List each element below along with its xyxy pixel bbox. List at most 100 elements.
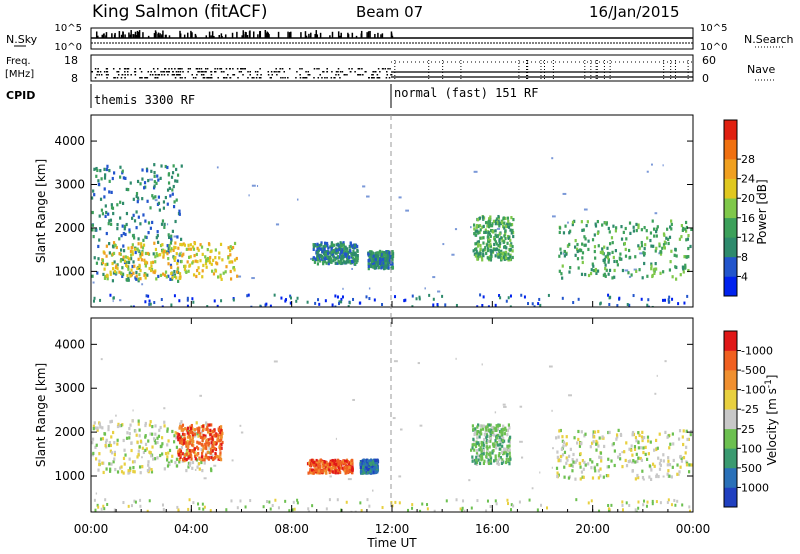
scatter-cell	[606, 246, 609, 250]
scatter-cell	[166, 188, 170, 192]
scatter-cell	[201, 275, 204, 279]
scatter-cell	[481, 258, 484, 262]
scatter-cell	[340, 461, 343, 465]
scatter-cell	[690, 227, 693, 231]
scatter-cell	[211, 269, 214, 273]
scatter-cell	[684, 220, 688, 225]
scatter-cell	[148, 299, 151, 303]
scatter-cell	[329, 259, 332, 263]
scatter-cell	[625, 441, 628, 445]
scatter-cell	[363, 458, 366, 463]
scatter-cell	[339, 259, 342, 263]
scatter-cell	[685, 229, 688, 233]
scatter-cell	[371, 265, 375, 269]
scatter-cell	[659, 271, 662, 275]
scatter-cell	[119, 259, 122, 263]
scatter-cell	[476, 436, 479, 440]
scatter-cell	[681, 228, 684, 232]
noise-spike	[168, 35, 171, 38]
scatter-cell	[596, 219, 599, 224]
freq-point	[178, 68, 180, 70]
scatter-cell	[155, 277, 158, 281]
scatter-cell	[319, 254, 323, 258]
scatter-cell	[160, 436, 164, 440]
scatter-cell	[204, 262, 208, 266]
freq-point	[317, 77, 320, 79]
freq-point	[106, 68, 109, 70]
scatter-cell	[594, 222, 597, 226]
scatter-cell	[601, 223, 604, 227]
scatter-cell	[370, 257, 373, 261]
scatter-cell	[380, 266, 383, 270]
scatter-cell	[505, 299, 508, 303]
scatter-cell	[683, 301, 686, 305]
scatter-cell	[137, 453, 140, 457]
colorbar-segment	[724, 370, 737, 390]
scatter-cell	[563, 465, 566, 469]
scatter-cell	[656, 446, 659, 450]
scatter-cell	[309, 468, 312, 472]
scatter-cell	[345, 500, 348, 504]
velocity-ylabel: Slant Range [km]	[34, 363, 48, 467]
scatter-cell	[496, 427, 499, 431]
scatter-cell	[361, 471, 364, 475]
scatter-cell	[329, 469, 332, 473]
scatter-cell	[375, 260, 378, 264]
scatter-cell	[345, 256, 349, 260]
scatter-cell	[616, 304, 619, 307]
scatter-cell	[527, 302, 530, 306]
scatter-cell	[592, 433, 595, 437]
scatter-cell	[213, 447, 217, 451]
scatter-cell	[168, 235, 171, 240]
scatter-cell	[124, 176, 127, 180]
scatter-cell	[153, 184, 156, 188]
scatter-cell	[592, 268, 595, 273]
scatter-cell	[119, 175, 122, 179]
freq-point	[313, 68, 316, 70]
scatter-cell	[547, 293, 550, 297]
scatter-cell	[142, 243, 146, 247]
scatter-cell	[137, 422, 140, 426]
scatter-cell	[159, 273, 163, 277]
scatter-cell	[441, 294, 444, 298]
freq-point	[217, 77, 219, 79]
scatter-cell	[91, 196, 94, 200]
scatter-cell	[650, 468, 653, 472]
scatter-cell	[599, 451, 603, 455]
scatter-cell	[314, 461, 317, 465]
scatter-cell	[567, 476, 571, 480]
scatter-cell	[169, 241, 173, 245]
scatter-cell	[471, 459, 474, 463]
scatter-cell	[508, 462, 511, 466]
scatter-cell	[482, 248, 485, 252]
scatter-cell	[116, 227, 119, 231]
scatter-cell	[607, 474, 610, 478]
freq-point	[374, 71, 377, 73]
scatter-cell	[489, 223, 492, 228]
scatter-cell	[603, 260, 606, 264]
scatter-cell	[348, 301, 351, 305]
noise-spike	[205, 35, 208, 38]
scatter-cell	[580, 430, 583, 434]
scatter-cell	[474, 427, 477, 431]
scatter-cell	[638, 246, 641, 251]
scatter-cell	[382, 267, 386, 271]
scatter-cell	[175, 252, 178, 256]
scatter-cell	[100, 208, 104, 212]
scatter-cell	[491, 451, 494, 455]
scatter-cell	[571, 469, 574, 473]
scatter-cell	[219, 458, 223, 462]
scatter-cell	[621, 465, 624, 469]
scatter-cell	[374, 257, 377, 262]
scatter-cell	[370, 460, 373, 464]
scatter-cell	[210, 441, 213, 445]
scatter-cell	[499, 253, 502, 257]
scatter-cell	[91, 274, 94, 278]
scatter-cell	[317, 248, 320, 252]
scatter-cell	[193, 253, 196, 258]
scatter-cell	[192, 450, 196, 454]
scatter-cell	[662, 298, 665, 302]
scatter-cell	[436, 303, 439, 307]
scatter-cell	[356, 256, 359, 260]
